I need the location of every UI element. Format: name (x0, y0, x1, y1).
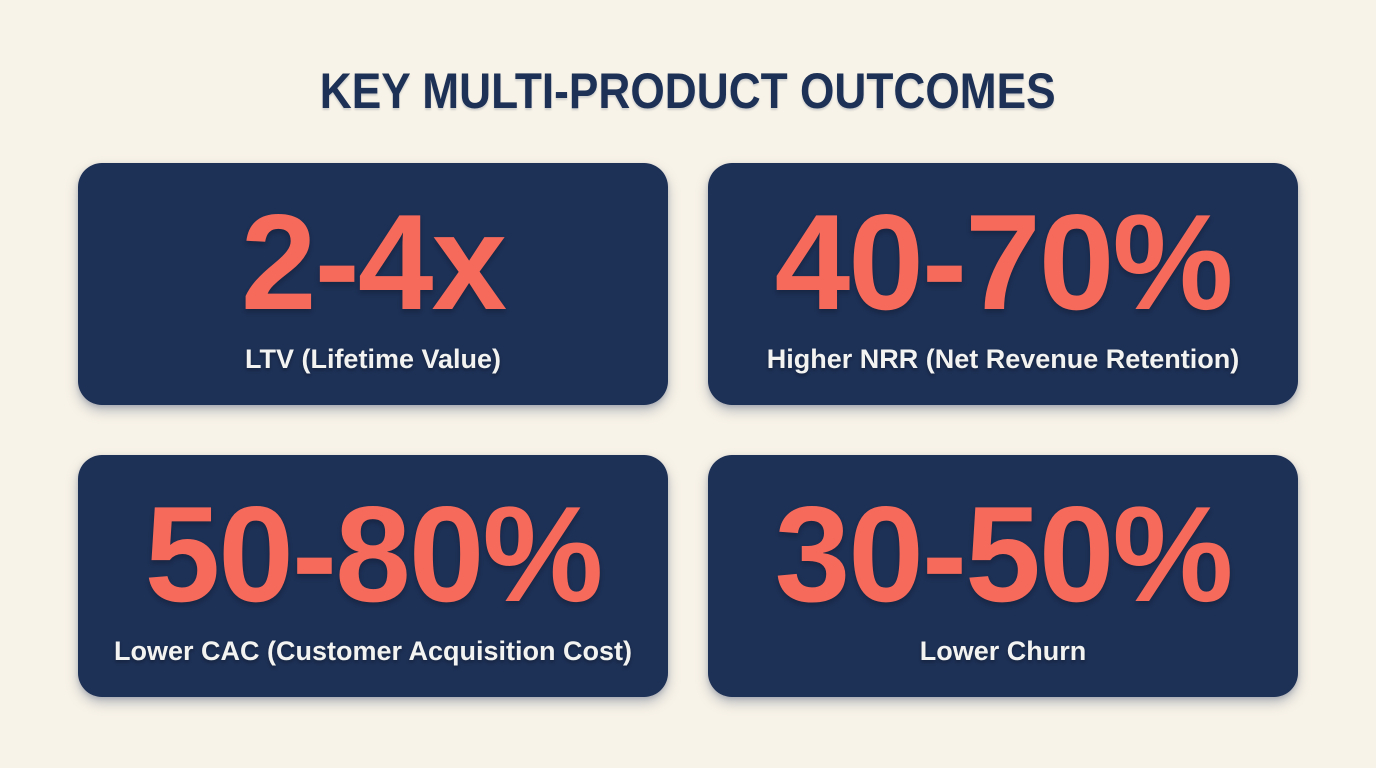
stat-card-cac: 50-80% Lower CAC (Customer Acquisition C… (78, 455, 668, 697)
stat-value: 2-4x (240, 185, 507, 338)
stat-value: 40-70% (774, 185, 1234, 338)
stat-card-ltv: 2-4x LTV (Lifetime Value) (78, 163, 668, 405)
stat-value: 50-80% (144, 477, 604, 630)
stat-label: Lower Churn (919, 635, 1087, 666)
page-title-text: KEY MULTI-PRODUCT OUTCOMES (320, 63, 1056, 119)
stat-card-nrr: 40-70% Higher NRR (Net Revenue Retention… (708, 163, 1298, 405)
stat-label: Lower CAC (Customer Acquisition Cost) (113, 635, 632, 666)
stat-card-churn: 30-50% Lower Churn (708, 455, 1298, 697)
stat-cards-grid: 2-4x LTV (Lifetime Value) 40-70% Higher … (78, 163, 1298, 697)
stat-label: LTV (Lifetime Value) (244, 343, 502, 374)
stat-value: 30-50% (774, 477, 1234, 630)
page-title: KEY MULTI-PRODUCT OUTCOMES (0, 66, 1376, 116)
stat-label: Higher NRR (Net Revenue Retention) (766, 343, 1240, 374)
